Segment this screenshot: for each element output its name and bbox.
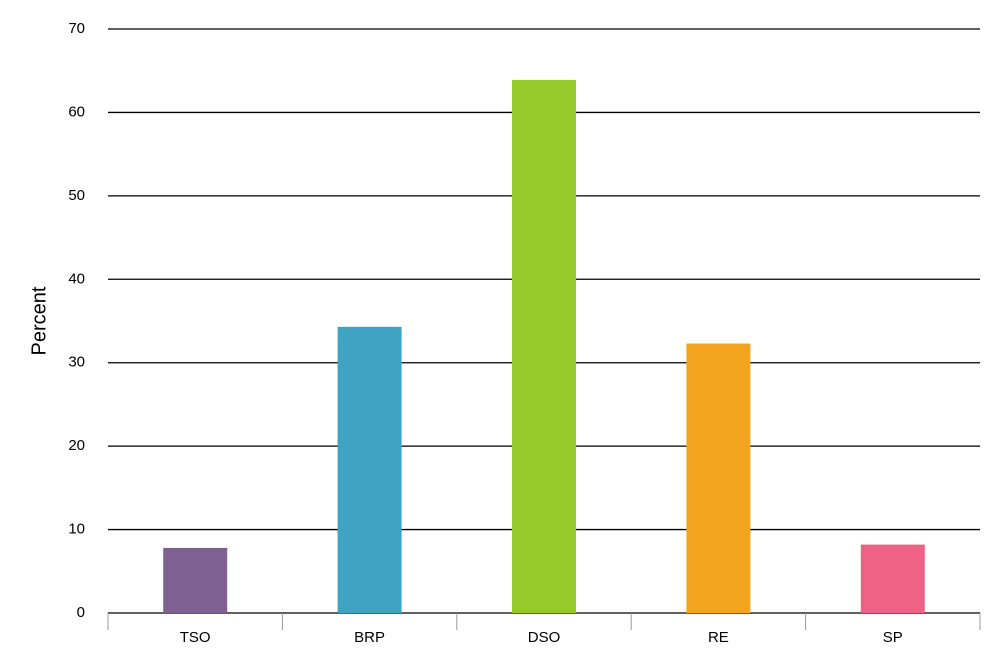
- bar: [337, 326, 402, 613]
- y-tick-label: 40: [68, 270, 85, 287]
- bar: [686, 343, 751, 613]
- y-tick-label: 70: [68, 20, 85, 37]
- y-axis-label: Percent: [28, 286, 50, 355]
- x-tick-label: TSO: [180, 629, 211, 646]
- y-tick-label: 60: [68, 103, 85, 120]
- y-tick-label: 50: [68, 187, 85, 204]
- bar: [512, 79, 576, 614]
- x-tick-label: RE: [708, 629, 729, 646]
- y-tick-label: 20: [68, 437, 85, 454]
- y-tick-label: 30: [68, 354, 85, 371]
- y-tick-label: 0: [77, 604, 85, 621]
- bar: [860, 544, 925, 613]
- y-tick-label: 10: [68, 521, 85, 538]
- x-tick-label: SP: [883, 629, 903, 646]
- bar: [163, 547, 228, 613]
- x-tick-label: DSO: [528, 629, 561, 646]
- x-tick-label: BRP: [354, 629, 385, 646]
